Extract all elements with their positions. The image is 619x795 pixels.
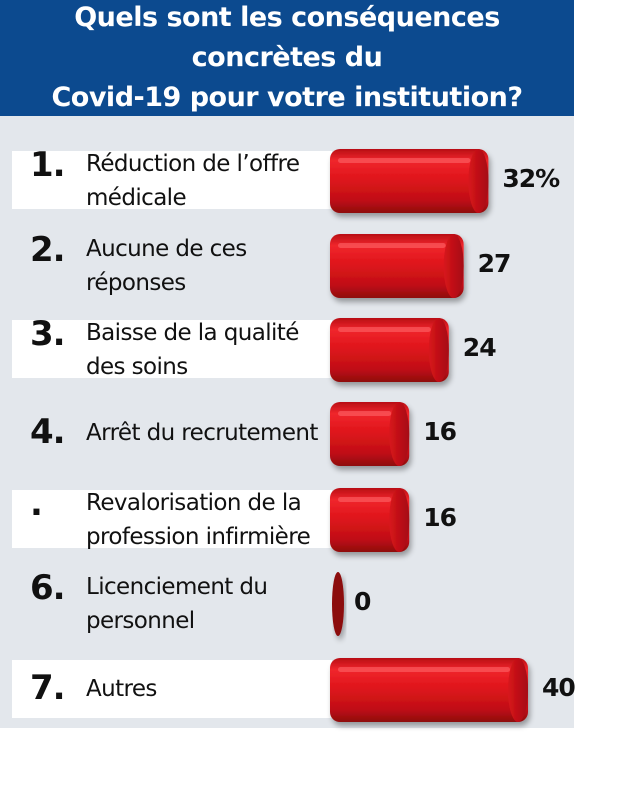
- value-label: 27: [477, 249, 512, 278]
- value-label: 16: [423, 417, 457, 446]
- category-label: Réduction de l’offre médicale: [86, 147, 326, 215]
- value-label: 32%: [502, 164, 560, 193]
- value-label: 16: [423, 503, 457, 532]
- category-label: Autres: [86, 672, 326, 706]
- category-label-line: Réduction de l’offre: [86, 151, 300, 177]
- category-label: Arrêt du recrutement: [86, 416, 326, 450]
- chart-row: 4. Arrêt du recrutement: [0, 396, 574, 468]
- title-line-1: Quels sont les conséquences concrètes du: [74, 2, 500, 73]
- chart-title: Quels sont les conséquences concrètes du…: [17, 0, 557, 118]
- row-number: 6.: [30, 568, 66, 608]
- category-label-line: Arrêt du recrutement: [86, 420, 318, 446]
- row-background: [12, 490, 332, 548]
- category-label-line: Revalorisation de la: [86, 490, 302, 516]
- value-label: 40: [542, 673, 576, 702]
- row-background: [12, 151, 332, 209]
- title-banner: Quels sont les conséquences concrètes du…: [0, 0, 574, 116]
- category-label-line: profession infirmière: [86, 524, 311, 550]
- row-background: [12, 660, 332, 718]
- title-line-2: Covid-19 pour votre institution?: [51, 82, 523, 113]
- category-label-line: réponses: [86, 270, 186, 296]
- value-label: 0: [354, 587, 371, 616]
- chart-card: Quels sont les conséquences concrètes du…: [0, 0, 574, 728]
- category-label-line: médicale: [86, 185, 187, 211]
- chart-row: 2. Aucune de ces réponses: [0, 228, 574, 300]
- row-number: .: [30, 484, 43, 524]
- chart-row: 6. Licenciement du personnel: [0, 566, 574, 638]
- row-number: 1.: [30, 145, 66, 185]
- chart-row: 1. Réduction de l’offre médicale: [0, 143, 574, 215]
- chart-row: 7. Autres: [0, 652, 574, 724]
- value-label: 24: [462, 333, 497, 362]
- chart-row: . Revalorisation de la profession infirmiè…: [0, 482, 574, 554]
- category-label-line: Baisse de la qualité: [86, 320, 299, 346]
- row-background: [12, 320, 332, 378]
- category-label-line: Licenciement du: [86, 574, 268, 600]
- row-number: 2.: [30, 230, 66, 270]
- category-label-line: des soins: [86, 354, 188, 380]
- category-label-line: Autres: [86, 676, 157, 702]
- row-number: 3.: [30, 314, 66, 354]
- category-label: Baisse de la qualité des soins: [86, 316, 326, 384]
- category-label-line: Aucune de ces: [86, 236, 247, 262]
- chart-row: 3. Baisse de la qualité des soins: [0, 312, 574, 384]
- category-label: Licenciement du personnel: [86, 570, 326, 638]
- row-number: 7.: [30, 668, 66, 708]
- category-label: Aucune de ces réponses: [86, 232, 326, 300]
- category-label-line: personnel: [86, 608, 195, 634]
- category-label: Revalorisation de la profession infirmièr…: [86, 486, 326, 554]
- row-number: 4.: [30, 412, 66, 452]
